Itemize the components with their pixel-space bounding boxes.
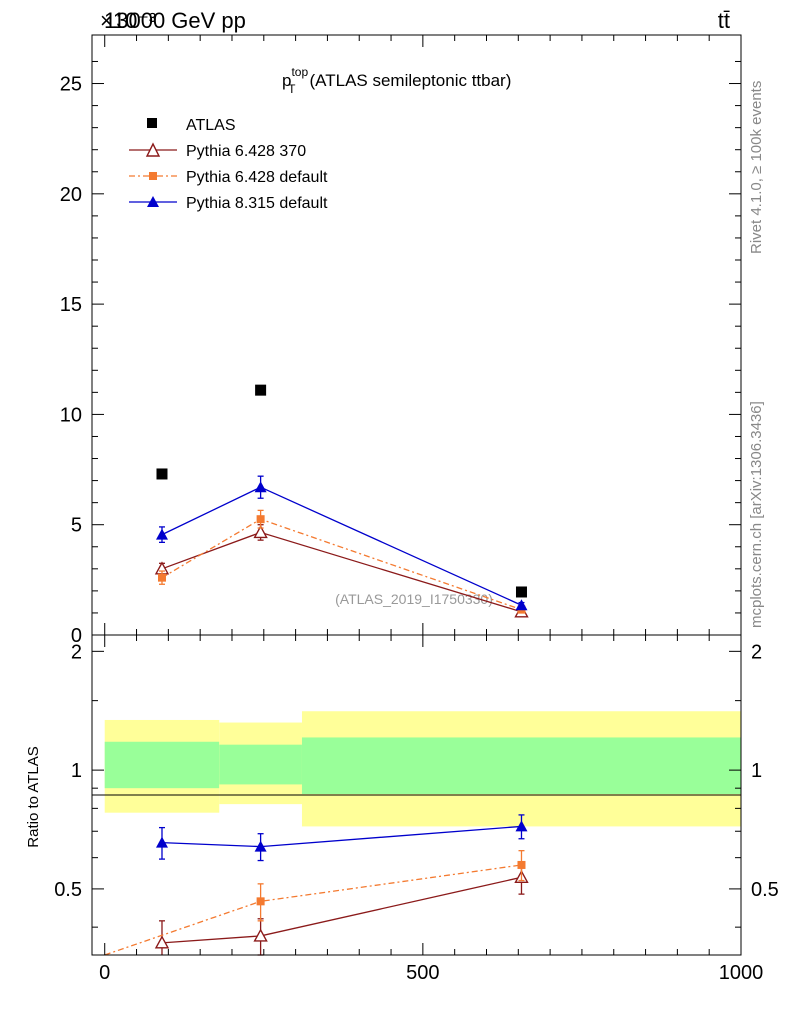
main-ytick-label: 5 xyxy=(71,515,82,537)
legend-marker-p6-default xyxy=(149,172,157,180)
analysis-watermark: (ATLAS_2019_I1750330) xyxy=(335,591,493,607)
data-point xyxy=(256,515,265,524)
title-sub: T xyxy=(288,82,296,96)
main-ytick-label: 15 xyxy=(60,294,82,316)
title-p: p xyxy=(282,71,291,90)
data-point xyxy=(254,481,267,493)
ratio-ytick-label-right: 2 xyxy=(751,641,762,663)
main-axes: 0 5 10 15 20 25 xyxy=(60,35,742,647)
legend-label-p6-370: Pythia 6.428 370 xyxy=(186,143,306,160)
main-data-layer xyxy=(154,384,529,618)
exponent-label: ×10⁻³ xyxy=(100,8,156,33)
ratio-ytick-label: 2 xyxy=(71,641,82,663)
ratio-panel: 0.5 0.5 1 1 2 2 0 500 1000 Ratio to ATLAS xyxy=(25,634,779,984)
ratio-axes: 0.5 0.5 1 1 2 2 0 500 1000 xyxy=(54,635,779,984)
data-point xyxy=(255,384,267,396)
data-point xyxy=(253,524,268,539)
rivet-label: Rivet 4.1.0, ≥ 100k events xyxy=(748,81,765,254)
series-line xyxy=(161,486,522,606)
main-ytick-label: 20 xyxy=(60,184,82,206)
data-point xyxy=(156,468,168,480)
main-panel: ptop T (ATLAS semileptonic ttbar) (ATLAS_2… xyxy=(60,34,742,647)
ratio-frame xyxy=(91,634,742,956)
series-line xyxy=(104,864,522,956)
data-point xyxy=(254,840,267,852)
legend-label-p6-default: Pythia 6.428 default xyxy=(186,169,328,186)
legend: ATLAS Pythia 6.428 370 Pythia 6.428 defa… xyxy=(129,117,328,212)
energy-label: 13000 GeV pp xyxy=(104,8,246,33)
main-ytick-label: 25 xyxy=(60,74,82,96)
title-sup: top xyxy=(291,65,308,79)
legend-marker-p8-default xyxy=(147,196,159,207)
data-point xyxy=(253,928,268,942)
data-point xyxy=(157,573,166,582)
legend-label-atlas: ATLAS xyxy=(186,117,236,134)
series-line xyxy=(161,876,522,944)
data-point xyxy=(515,586,527,598)
legend-marker-atlas xyxy=(147,118,157,128)
data-point xyxy=(154,935,170,949)
plot-title: ptop T (ATLAS semileptonic ttbar) xyxy=(282,65,511,96)
ratio-ytick-label: 1 xyxy=(71,760,82,782)
legend-label-p8-default: Pythia 8.315 default xyxy=(186,195,328,212)
xtick-label: 500 xyxy=(406,962,439,984)
data-point xyxy=(155,528,168,540)
data-point xyxy=(155,836,168,848)
xtick-label: 1000 xyxy=(719,962,764,984)
ratio-ytick-label-right: 0.5 xyxy=(751,879,779,901)
ratio-band-inner xyxy=(301,737,741,794)
process-label: tt̄ xyxy=(718,8,730,33)
legend-marker-p6-370 xyxy=(145,142,161,157)
main-ytick-label: 10 xyxy=(60,404,82,426)
ratio-data-layer xyxy=(104,814,529,956)
mcplots-label: mcplots.cern.ch [arXiv:1306.3436] xyxy=(748,401,765,628)
series-line xyxy=(161,825,522,848)
ratio-ytick-label: 0.5 xyxy=(54,879,82,901)
data-point xyxy=(517,860,526,869)
data-point xyxy=(256,897,265,906)
ratio-band-inner xyxy=(219,744,302,785)
data-point xyxy=(515,820,528,832)
ratio-ytick-label-right: 1 xyxy=(751,760,762,782)
ratio-ylabel: Ratio to ATLAS xyxy=(25,746,42,847)
ratio-bands xyxy=(104,711,741,827)
ratio-band-inner xyxy=(104,741,220,789)
title-rest: (ATLAS semileptonic ttbar) xyxy=(310,71,512,90)
data-point xyxy=(515,599,528,611)
main-ytick-label: 0 xyxy=(71,625,82,647)
xtick-label: 0 xyxy=(99,962,110,984)
